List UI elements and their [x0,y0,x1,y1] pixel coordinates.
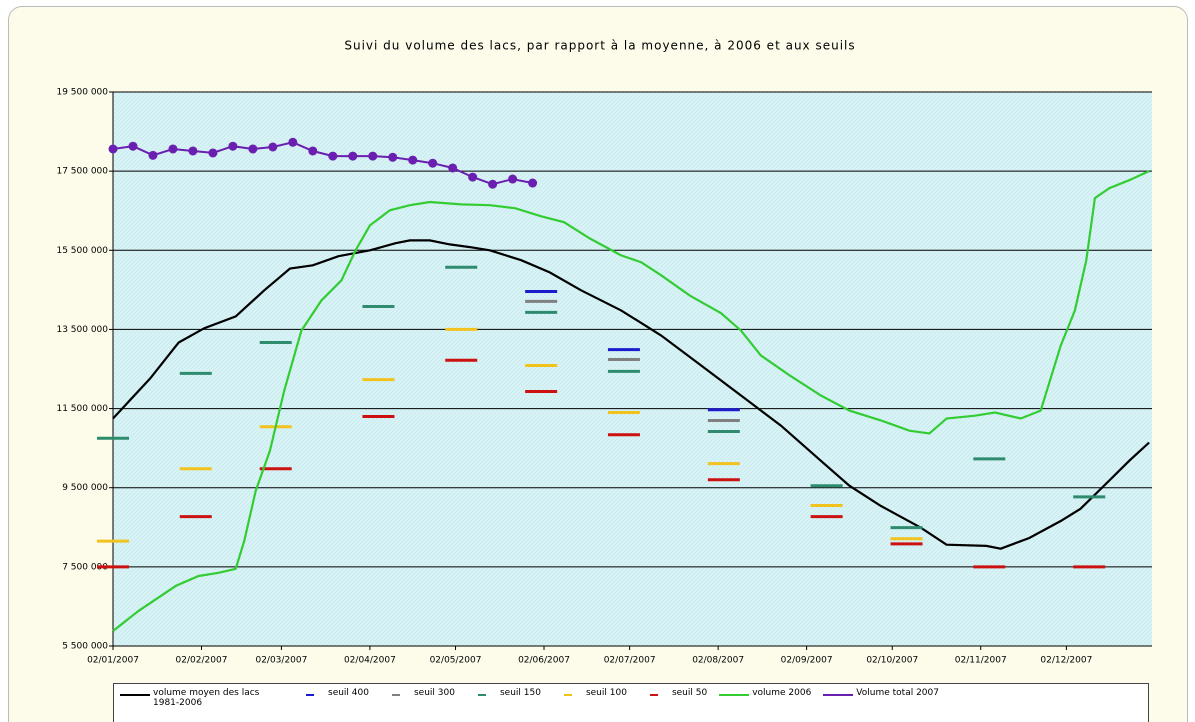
x-tick-label: 02/10/2007 [866,656,918,666]
legend-item: seuil 50 [639,688,707,698]
legend-item: volume moyen des lacs 1981-2006 [120,688,283,708]
y-tick-label: 11 500 000 [56,404,108,414]
legend-label: seuil 100 [585,688,627,698]
point [428,158,438,168]
legend-swatch [823,694,854,696]
legend-label: volume moyen des lacs 1981-2006 [153,688,260,708]
legend-item: Volume total 2007 [823,688,939,698]
y-tick-label: 17 500 000 [56,167,108,177]
x-tick-label: 02/09/2007 [781,656,833,666]
series-line [112,170,1150,632]
x-tick-label: 02/02/2007 [176,656,228,666]
chart-title: Suivi du volume des lacs, par rapport à … [344,39,855,53]
point [108,144,118,154]
y-tick-label: 7 500 000 [62,562,108,572]
legend-label: Volume total 2007 [856,688,939,698]
point [168,144,178,154]
legend-swatch [306,694,314,696]
legend-swatch [391,694,400,696]
point [228,141,238,151]
y-tick-label: 5 500 000 [62,642,108,652]
point [288,137,298,147]
x-tick-label: 02/04/2007 [344,656,396,666]
legend-item: seuil 100 [553,688,627,698]
legend-swatch [563,694,572,696]
x-tick-label: 02/12/2007 [1040,656,1092,666]
x-tick-label: 02/01/2007 [87,656,139,666]
series-line [112,239,1150,550]
point [468,172,478,182]
x-tick-label: 02/06/2007 [518,656,570,666]
x-tick-label: 02/05/2007 [430,656,482,666]
point [208,148,218,158]
point [448,163,458,173]
point [488,179,498,189]
point [308,146,318,156]
point [508,174,518,184]
point [408,155,418,165]
legend-item: volume 2006 [719,688,811,698]
x-tick-label: 02/11/2007 [955,656,1007,666]
legend-item: seuil 400 [295,688,369,698]
point [368,151,378,161]
point [528,178,538,188]
point [188,146,198,156]
point [268,142,278,152]
series-line [112,141,533,186]
legend-swatch [120,694,150,696]
point [148,150,158,160]
legend-swatch [477,694,486,696]
plot-area [113,92,1152,646]
y-tick-label: 13 500 000 [56,325,108,335]
point [328,151,338,161]
legend-label: seuil 150 [499,688,541,698]
legend-label: seuil 300 [413,688,455,698]
y-tick-label: 9 500 000 [62,483,108,493]
point [388,152,398,162]
point [128,141,138,151]
point [348,151,358,161]
legend-label: seuil 400 [328,688,369,698]
x-tick-label: 02/07/2007 [604,656,656,666]
y-tick-label: 15 500 000 [56,246,108,256]
legend-swatch [649,694,658,696]
legend-item: seuil 150 [467,688,541,698]
legend-label: seuil 50 [671,688,708,698]
legend-swatch [719,694,750,696]
legend: volume moyen des lacs 1981-2006 seuil 400… [113,683,1149,722]
x-tick-label: 02/03/2007 [255,656,307,666]
y-tick-label: 19 500 000 [56,88,108,98]
legend-label: volume 2006 [752,688,812,698]
legend-item: seuil 300 [381,688,455,698]
point [248,144,258,154]
x-tick-label: 02/08/2007 [692,656,744,666]
